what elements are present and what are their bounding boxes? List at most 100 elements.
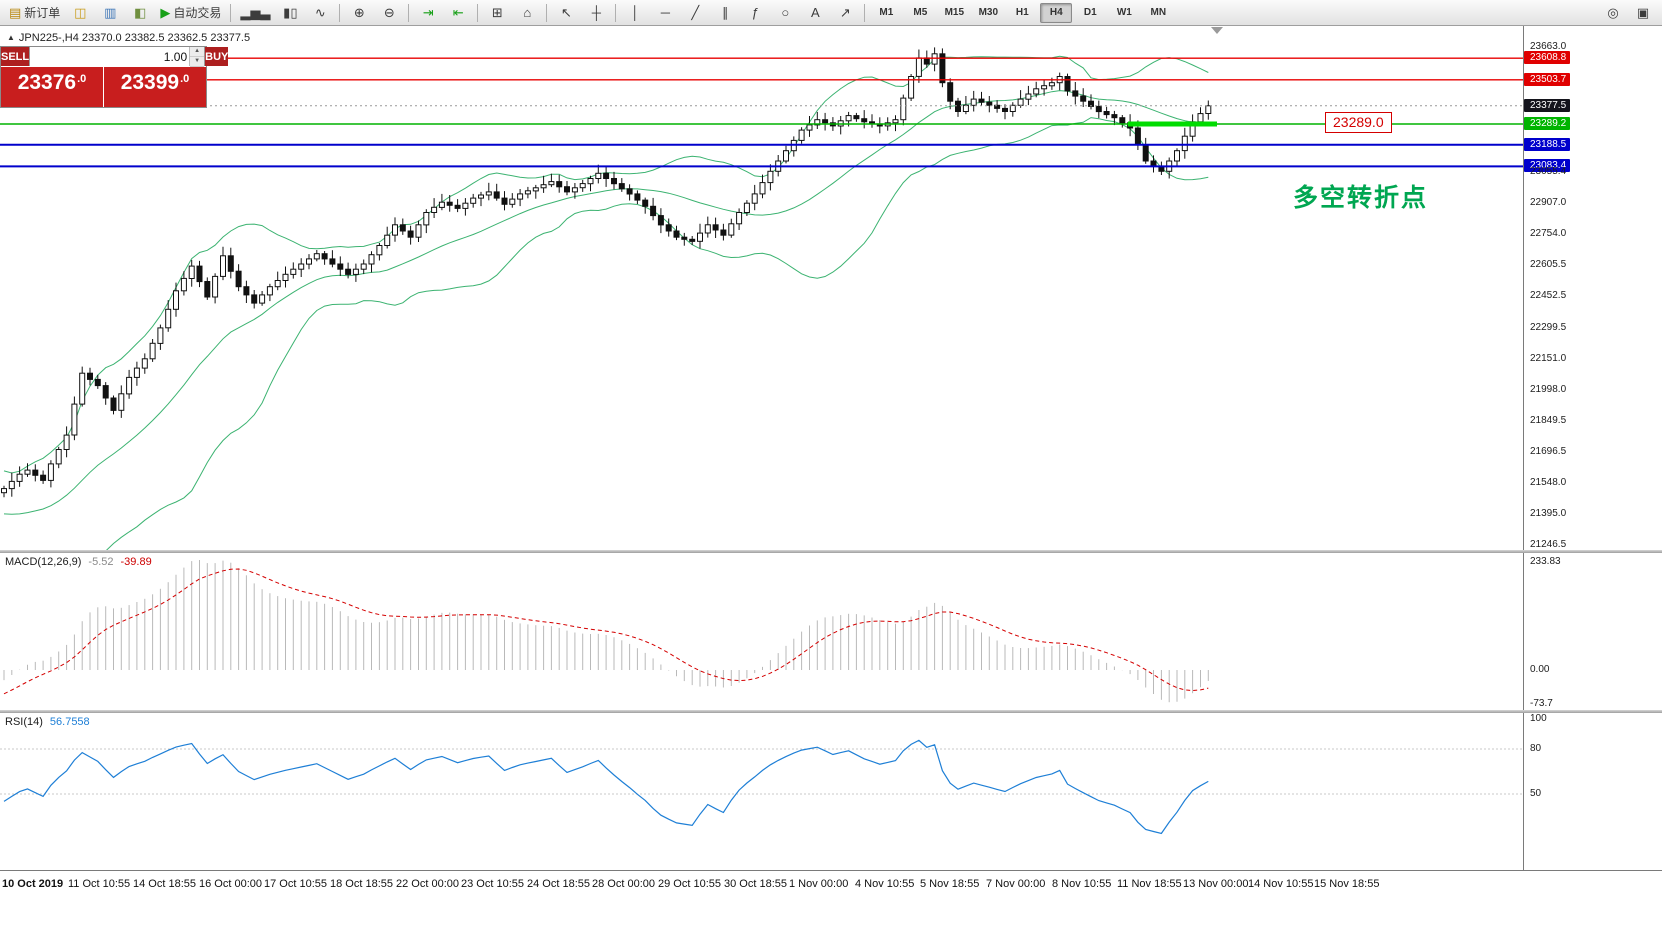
buy-price-main: 23399 — [120, 71, 180, 94]
buy-button[interactable]: BUY — [205, 47, 229, 66]
timeframe-m15-button[interactable]: M15 — [938, 3, 970, 23]
crosshair-icon: ┼ — [591, 5, 601, 20]
chart-shift-marker[interactable] — [1211, 27, 1223, 34]
cursor-icon[interactable]: ↖ — [552, 2, 580, 24]
navigator-icon: ◧ — [134, 5, 147, 20]
time-label: 30 Oct 18:55 — [724, 878, 787, 890]
toolbox-icon[interactable]: ▣ — [1629, 2, 1657, 24]
line-chart-icon[interactable]: ∿ — [306, 2, 334, 24]
autotrading-button[interactable]: ▶ 自动交易 — [156, 2, 225, 24]
time-label: 14 Nov 10:55 — [1248, 878, 1314, 890]
timeframe-m30-button-label: M30 — [978, 7, 999, 18]
lot-increase-button[interactable]: ▲ — [190, 47, 205, 57]
text-icon[interactable]: A — [801, 2, 829, 24]
time-label: 1 Nov 00:00 — [789, 878, 849, 890]
trendline-icon: ╱ — [691, 5, 700, 20]
timeframe-m5-button[interactable]: M5 — [904, 3, 936, 23]
price-tick: 22299.5 — [1530, 322, 1567, 333]
shapes-icon[interactable]: ○ — [771, 2, 799, 24]
price-tick: 21548.0 — [1530, 477, 1567, 488]
fibonacci-icon[interactable]: ƒ — [741, 2, 769, 24]
lot-size-field: ▲ ▼ — [29, 47, 206, 67]
macd-scale-tick: 0.00 — [1530, 664, 1550, 675]
timeframe-d1-button-label: D1 — [1083, 7, 1097, 18]
macd-panel: MACD(12,26,9) -5.52 -39.89 233.83 0.00 -73.7 — [0, 553, 1662, 710]
sell-price-button[interactable]: 23376.0 — [1, 67, 103, 107]
arrows-icon[interactable]: ↗ — [831, 2, 859, 24]
autotrading-icon: ▶ — [160, 5, 171, 20]
timeframe-h1-button[interactable]: H1 — [1006, 3, 1038, 23]
candlestick-chart[interactable] — [0, 26, 1523, 550]
chart-shift-icon[interactable]: ⇤ — [444, 2, 472, 24]
macd-signal-value: -39.89 — [120, 556, 152, 568]
time-label: 11 Nov 18:55 — [1117, 878, 1182, 890]
timeframe-mn-button[interactable]: MN — [1142, 3, 1174, 23]
candles — [1, 47, 1212, 498]
horizontal-line-icon: ─ — [660, 5, 670, 20]
time-label: 17 Oct 10:55 — [264, 878, 327, 890]
auto-scroll-icon[interactable]: ⇥ — [414, 2, 442, 24]
new-order-button-label: 新订单 — [24, 6, 61, 20]
crosshair-icon[interactable]: ┼ — [582, 2, 610, 24]
zoom-out-icon: ⊖ — [383, 5, 395, 20]
trade-controls-row: SELL ▲ ▼ BUY — [1, 47, 229, 67]
chart-title: JPN225-,H4 23370.0 23382.5 23362.5 23377… — [18, 32, 251, 44]
price-tick: 21998.0 — [1530, 384, 1567, 395]
search-icon[interactable]: ◎ — [1599, 2, 1627, 24]
bars-chart-icon[interactable]: ▂▅▃ — [236, 2, 274, 24]
timeframe-m1-button[interactable]: M1 — [870, 3, 902, 23]
cursor-icon: ↖ — [560, 5, 572, 20]
macd-signal-line — [3, 568, 1209, 695]
lot-spinner: ▲ ▼ — [189, 47, 205, 67]
macd-chart[interactable] — [0, 553, 1523, 710]
fibonacci-icon: ƒ — [751, 5, 759, 20]
bollinger-lower-band — [106, 117, 1209, 550]
channel-icon: ∥ — [722, 5, 729, 20]
rsi-label-row: RSI(14) 56.7558 — [5, 716, 90, 728]
market-watch-icon: ◫ — [74, 5, 87, 20]
turning-point-annotation[interactable]: 多空转折点 — [1293, 184, 1429, 212]
time-label: 8 Nov 10:55 — [1052, 878, 1112, 890]
timeframe-h4-button[interactable]: H4 — [1040, 2, 1073, 23]
timeframe-m30-button[interactable]: M30 — [972, 3, 1004, 23]
timeframe-m1-button-label: M1 — [879, 7, 894, 18]
candlestick-chart-icon[interactable]: ▮▯ — [276, 2, 304, 24]
zoom-out-icon[interactable]: ⊖ — [375, 2, 403, 24]
market-watch-icon[interactable]: ◫ — [66, 2, 94, 24]
price-callout[interactable]: 23289.0 — [1325, 112, 1392, 133]
macd-scale[interactable]: 233.83 0.00 -73.7 — [1523, 553, 1662, 710]
timeframe-d1-button[interactable]: D1 — [1074, 3, 1106, 23]
data-window-icon[interactable]: ▥ — [96, 2, 124, 24]
lot-decrease-button[interactable]: ▼ — [190, 57, 205, 67]
buy-price-sup: .0 — [180, 73, 190, 85]
profiles-icon[interactable]: ⌂ — [513, 2, 541, 24]
text-icon: A — [810, 5, 820, 20]
chart-header: ▲ JPN225-,H4 23370.0 23382.5 23362.5 2337… — [7, 32, 250, 44]
horizontal-line-icon[interactable]: ─ — [651, 2, 679, 24]
rsi-scale-tick: 100 — [1530, 713, 1547, 724]
lot-size-input[interactable] — [30, 47, 190, 66]
new-chart-icon[interactable]: ⊞ — [483, 2, 511, 24]
timeframe-w1-button[interactable]: W1 — [1108, 3, 1140, 23]
buy-price-button[interactable]: 23399.0 — [104, 67, 206, 107]
new-order-button[interactable]: ▤ 新订单 — [5, 2, 64, 24]
rsi-scale[interactable]: 100 80 50 — [1523, 713, 1662, 870]
zoom-in-icon[interactable]: ⊕ — [345, 2, 373, 24]
time-axis[interactable]: 10 Oct 2019 11 Oct 10:55 14 Oct 18:55 16 Oc… — [0, 870, 1662, 949]
panel-divider[interactable] — [0, 710, 1662, 713]
price-tick: 22907.0 — [1530, 197, 1567, 208]
navigator-icon[interactable]: ◧ — [126, 2, 154, 24]
price-scale[interactable]: 23663.0 23608.8 23503.7 23377.5 23289.2 23188… — [1523, 26, 1662, 550]
rsi-chart[interactable] — [0, 713, 1523, 870]
time-label: 24 Oct 18:55 — [527, 878, 590, 890]
bollinger-upper-band — [3, 55, 1209, 474]
trendline-icon[interactable]: ╱ — [681, 2, 709, 24]
sell-button[interactable]: SELL — [1, 47, 30, 66]
vertical-line-icon[interactable]: │ — [621, 2, 649, 24]
rsi-scale-tick: 80 — [1530, 743, 1542, 754]
time-label: 15 Nov 18:55 — [1314, 878, 1380, 890]
panel-divider[interactable] — [0, 550, 1662, 553]
channel-icon[interactable]: ∥ — [711, 2, 739, 24]
macd-label-row: MACD(12,26,9) -5.52 -39.89 — [5, 556, 152, 568]
time-label: 4 Nov 10:55 — [855, 878, 915, 890]
